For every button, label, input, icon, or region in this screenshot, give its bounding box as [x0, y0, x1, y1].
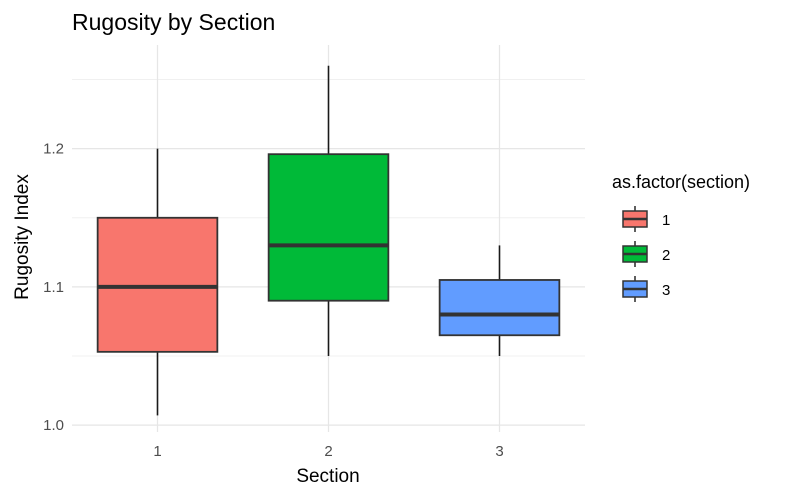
legend-label: 2: [662, 247, 670, 264]
box: [438, 279, 561, 337]
x-axis: 1 2 3: [153, 443, 503, 460]
legend-key-1: 1: [622, 206, 670, 232]
x-axis-title: Section: [296, 466, 359, 487]
box-group-1: [96, 148, 219, 416]
box: [267, 153, 390, 302]
box: [96, 216, 219, 353]
box-group-2: [267, 65, 390, 356]
legend-label: 3: [662, 282, 670, 299]
y-axis-title: Rugosity Index: [12, 174, 33, 300]
legend-key-2: 2: [622, 241, 670, 267]
y-axis: 1.0 1.1 1.2: [43, 141, 64, 434]
y-tick-label: 1.2: [43, 141, 64, 158]
legend-title: as.factor(section): [612, 172, 750, 192]
legend-key-3: 3: [622, 276, 670, 302]
boxes-layer: [96, 65, 561, 416]
legend-label: 1: [662, 212, 670, 229]
chart-title: Rugosity by Section: [72, 9, 275, 35]
x-tick-label: 2: [324, 443, 332, 460]
y-tick-label: 1.0: [43, 417, 64, 434]
x-tick-label: 3: [495, 443, 503, 460]
x-tick-label: 1: [153, 443, 161, 460]
y-tick-label: 1.1: [43, 279, 64, 296]
legend: as.factor(section) 1 2 3: [612, 172, 750, 302]
box-group-3: [438, 245, 561, 356]
